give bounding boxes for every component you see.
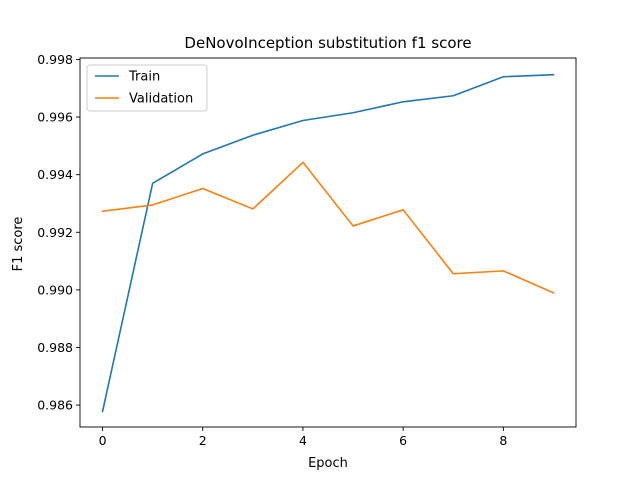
plot-area xyxy=(79,57,577,428)
x-tick-label: 2 xyxy=(199,433,207,448)
plot-frame xyxy=(79,57,577,428)
legend: Train Validation xyxy=(86,64,208,112)
y-tick-label: 0.990 xyxy=(37,282,73,297)
y-tick-label: 0.994 xyxy=(37,167,73,182)
chart-title: DeNovoInception substitution f1 score xyxy=(184,34,471,52)
series-line-train xyxy=(101,73,555,413)
x-tick-label: 8 xyxy=(499,433,507,448)
x-tick-label: 6 xyxy=(399,433,407,448)
y-axis: 0.986 0.988 0.990 0.992 0.994 0.996 0.998 xyxy=(37,52,80,413)
x-axis-label: Epoch xyxy=(308,456,348,471)
y-tick-label: 0.992 xyxy=(37,225,73,240)
legend-label-train: Train xyxy=(128,70,160,85)
y-tick-label: 0.998 xyxy=(37,52,73,67)
x-tick-label: 4 xyxy=(299,433,307,448)
x-axis: 0 2 4 6 8 xyxy=(99,427,507,448)
x-tick-label: 0 xyxy=(99,433,107,448)
y-axis-label: F1 score xyxy=(11,217,26,272)
legend-label-validation: Validation xyxy=(129,92,193,107)
y-tick-label: 0.988 xyxy=(37,340,73,355)
y-tick-label: 0.986 xyxy=(37,398,73,413)
y-tick-label: 0.996 xyxy=(37,110,73,125)
series-line-validation xyxy=(101,161,555,294)
